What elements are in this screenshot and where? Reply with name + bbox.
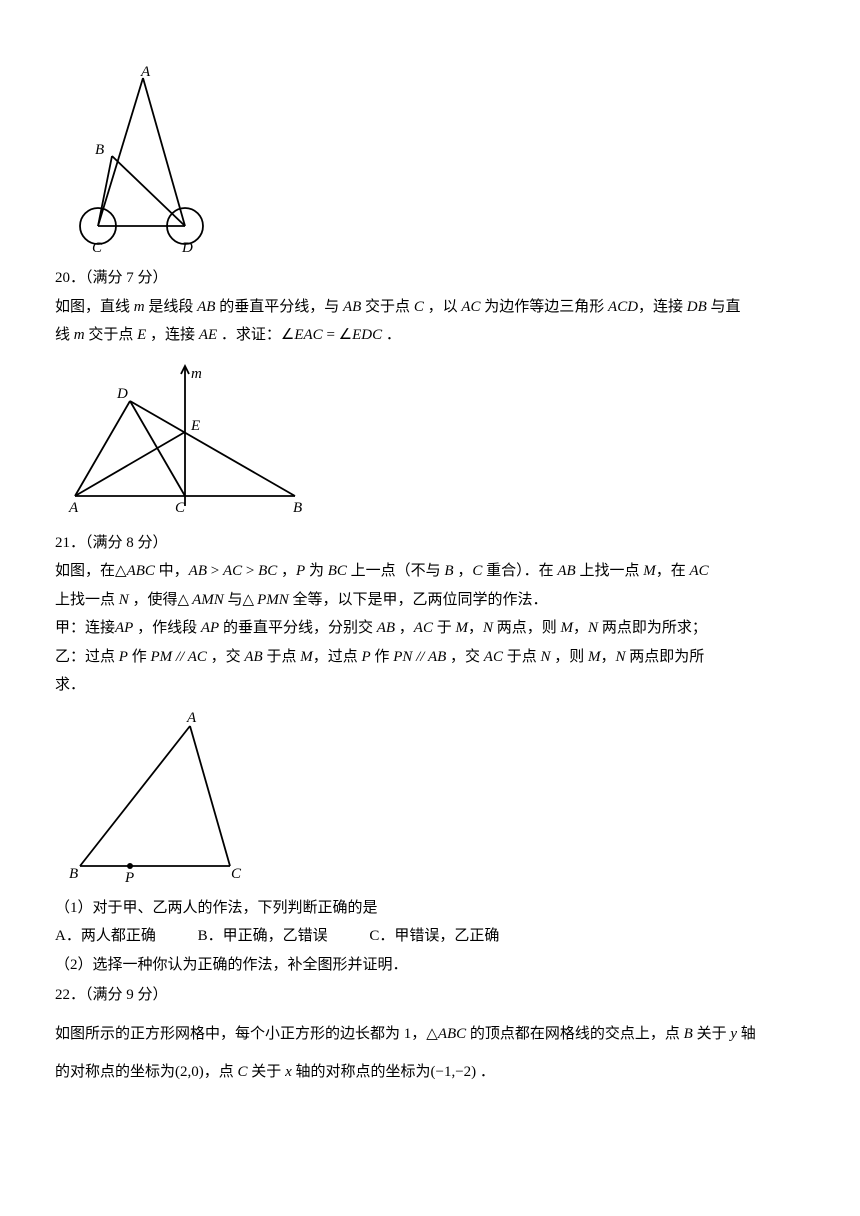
figure-20: A B C D E m bbox=[55, 356, 805, 521]
q20-num: 20． bbox=[55, 270, 85, 286]
figure-19: A B C D bbox=[55, 66, 805, 256]
fig20-label-e: E bbox=[190, 418, 200, 434]
q20-header: 20．（满分 7 分） bbox=[55, 264, 805, 293]
q21-opt-a: A．两人都正确 bbox=[55, 922, 156, 951]
fig19-label-d: D bbox=[181, 240, 193, 256]
fig19-label-a: A bbox=[140, 66, 151, 80]
fig20-label-m: m bbox=[191, 366, 202, 382]
fig20-label-d: D bbox=[116, 386, 128, 402]
q20-points: （满分 7 分） bbox=[85, 270, 168, 286]
fig21-label-a: A bbox=[186, 710, 197, 726]
fig19-label-b: B bbox=[95, 142, 104, 158]
q22-points: （满分 9 分） bbox=[85, 987, 168, 1003]
fig19-label-c: C bbox=[92, 240, 103, 256]
q20-line1: 如图，直线 m 是线段 AB 的垂直平分线，与 AB 交于点 C ，以 AC 为… bbox=[55, 293, 805, 322]
fig21-label-p: P bbox=[124, 870, 134, 886]
q21-line2: 上找一点 N ，使得△AMN 与△PMN 全等，以下是甲，乙两位同学的作法． bbox=[55, 586, 805, 615]
q21-sub2: （2）选择一种你认为正确的作法，补全图形并证明． bbox=[55, 951, 805, 980]
q21-opt-b: B．甲正确，乙错误 bbox=[198, 922, 328, 951]
q21-line3: 甲：连接AP ，作线段 AP 的垂直平分线，分别交 AB ，AC 于 M，N 两… bbox=[55, 614, 805, 643]
q21-num: 21． bbox=[55, 535, 85, 551]
fig21-label-c: C bbox=[231, 866, 242, 882]
q21-line1: 如图，在△ABC 中，AB > AC > BC ，P 为 BC 上一点（不与 B… bbox=[55, 557, 805, 586]
q21-line5: 求． bbox=[55, 671, 805, 700]
q22-header: 22．（满分 9 分） bbox=[55, 981, 805, 1010]
fig20-label-c: C bbox=[175, 500, 186, 516]
q21-sub1: （1）对于甲、乙两人的作法，下列判断正确的是 bbox=[55, 894, 805, 923]
q21-header: 21．（满分 8 分） bbox=[55, 529, 805, 558]
figure-21: A B C P bbox=[55, 706, 805, 886]
q21-options: A．两人都正确 B．甲正确，乙错误 C．甲错误，乙正确 bbox=[55, 922, 805, 951]
fig20-label-b: B bbox=[293, 500, 302, 516]
fig20-label-a: A bbox=[68, 500, 79, 516]
q20-line2: 线 m 交于点 E ，连接 AE ．求证：∠EAC = ∠EDC ． bbox=[55, 321, 805, 350]
fig21-label-b: B bbox=[69, 866, 78, 882]
q22-num: 22． bbox=[55, 987, 85, 1003]
q21-points: （满分 8 分） bbox=[85, 535, 168, 551]
q22-line2: 的对称点的坐标为(2,0)，点 C 关于 x 轴的对称点的坐标为(−1,−2) … bbox=[55, 1058, 805, 1087]
q21-opt-c: C．甲错误，乙正确 bbox=[369, 922, 499, 951]
q21-line4: 乙：过点 P 作 PM // AC ，交 AB 于点 M，过点 P 作 PN /… bbox=[55, 643, 805, 672]
q22-line1: 如图所示的正方形网格中，每个小正方形的边长都为 1，△ABC 的顶点都在网格线的… bbox=[55, 1020, 805, 1049]
